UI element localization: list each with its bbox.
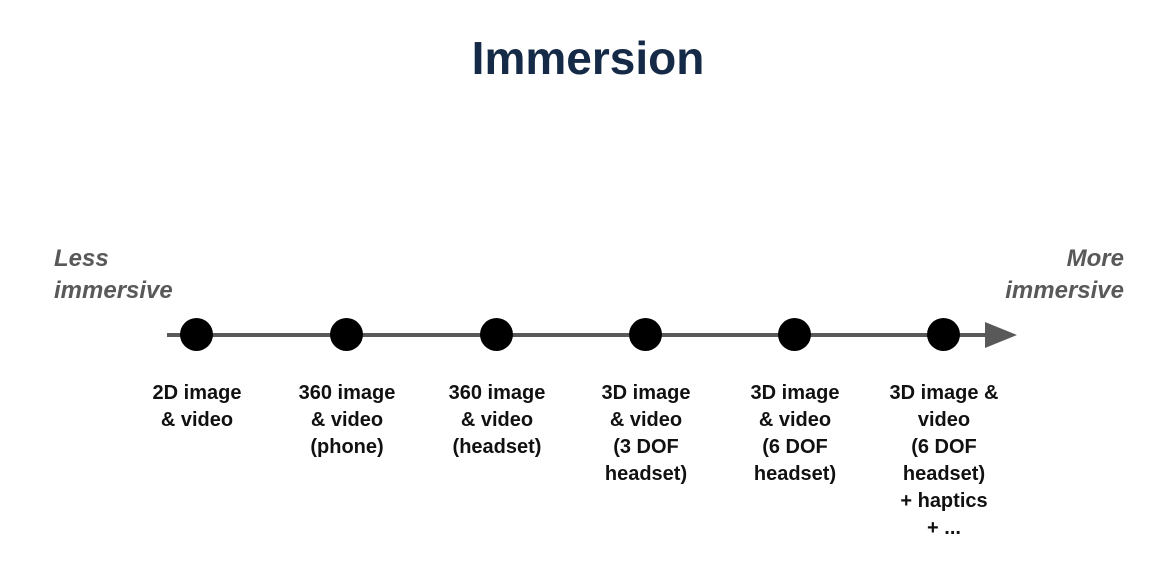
stage-label-line: & video (758, 409, 832, 431)
stage-label-2d: 2D image & video (122, 380, 272, 434)
stage-label-line: headset) (604, 463, 688, 485)
stage-dot-3d-6dof (778, 318, 811, 351)
stage-label-line: 3D image & (889, 382, 999, 404)
stage-dot-3d-6dof-haptics (927, 318, 960, 351)
stage-label-line: & video (460, 409, 534, 431)
stage-label-360-headset: 360 image & video (headset) (422, 380, 572, 461)
stage-label-line: 360 image (448, 382, 546, 404)
stage-label-3d-6dof: 3D image & video (6 DOF headset) (720, 380, 870, 488)
stage-label-line: & video (310, 409, 384, 431)
stage-label-line: video (917, 409, 971, 431)
stage-label-line: headset) (902, 463, 986, 485)
more-immersive-line-2: immersive (1005, 277, 1124, 304)
stage-label-line: (6 DOF (911, 436, 977, 458)
stage-label-line: + ... (927, 517, 961, 539)
stage-label-line: & video (609, 409, 683, 431)
stage-label-line: (phone) (310, 436, 384, 458)
stage-label-line: (headset) (452, 436, 542, 458)
less-immersive-line-2: immersive (54, 277, 173, 304)
stage-label-line: 3D image (601, 382, 691, 404)
stage-label-line: + haptics (900, 490, 988, 512)
stage-dot-360-headset (480, 318, 513, 351)
stage-label-line: (3 DOF (613, 436, 679, 458)
more-immersive-label: More immersive (1005, 243, 1124, 307)
stage-label-line: headset) (753, 463, 837, 485)
less-immersive-label: Less immersive (54, 243, 173, 307)
stage-label-line: (6 DOF (762, 436, 828, 458)
stage-label-line: 3D image (750, 382, 840, 404)
stage-label-3d-6dof-haptics: 3D image & video (6 DOF headset) + hapti… (869, 380, 1019, 542)
stage-label-line: 2D image (152, 382, 242, 404)
stage-dot-3d-3dof (629, 318, 662, 351)
page-title: Immersion (471, 32, 705, 84)
more-immersive-line-1: More (1066, 245, 1124, 272)
stage-label-3d-3dof: 3D image & video (3 DOF headset) (571, 380, 721, 488)
stage-label-360-phone: 360 image & video (phone) (272, 380, 422, 461)
stage-dot-360-phone (330, 318, 363, 351)
stage-label-line: & video (160, 409, 234, 431)
stage-dot-2d (180, 318, 213, 351)
axis-arrowhead-icon (985, 322, 1017, 348)
immersion-axis-line (167, 333, 992, 337)
less-immersive-line-1: Less (54, 245, 109, 272)
stage-label-line: 360 image (298, 382, 396, 404)
